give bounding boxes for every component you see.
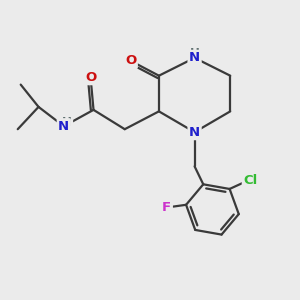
Text: N: N <box>189 51 200 64</box>
Text: O: O <box>125 54 136 67</box>
Text: H: H <box>190 47 200 60</box>
Text: N: N <box>58 120 69 133</box>
Text: N: N <box>189 126 200 139</box>
Text: F: F <box>162 201 171 214</box>
Text: O: O <box>85 71 96 84</box>
Text: Cl: Cl <box>243 173 257 187</box>
Text: H: H <box>62 116 72 129</box>
